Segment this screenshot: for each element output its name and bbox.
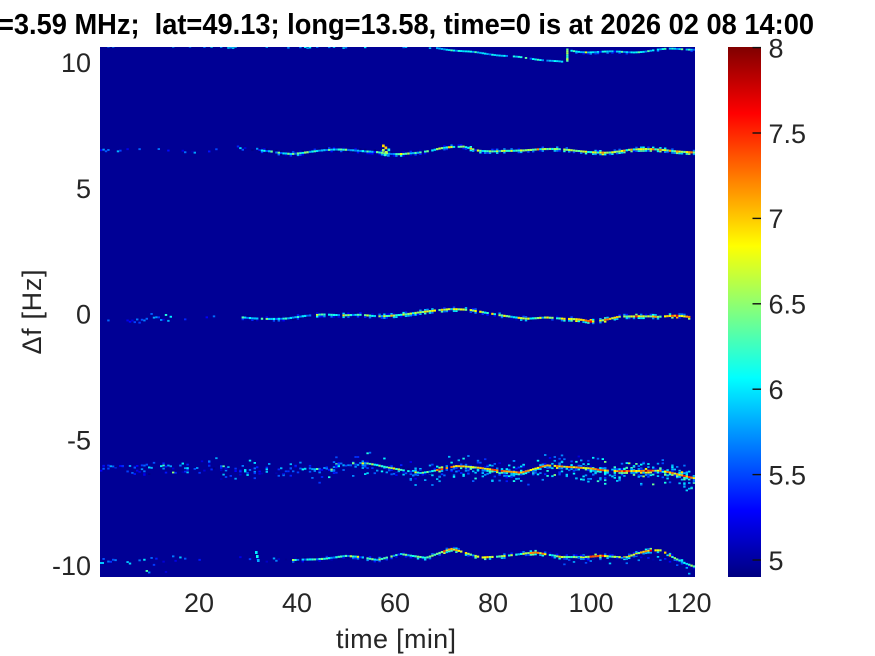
svg-text:6: 6 — [769, 375, 784, 405]
svg-text:60: 60 — [380, 588, 410, 618]
svg-text:time [min]: time [min] — [336, 624, 456, 654]
svg-text:-10: -10 — [52, 551, 91, 581]
svg-text:8: 8 — [769, 33, 784, 63]
svg-text:100: 100 — [568, 588, 613, 618]
svg-text:120: 120 — [666, 588, 711, 618]
svg-text:-5: -5 — [67, 425, 91, 455]
svg-text:5.5: 5.5 — [769, 460, 807, 490]
svg-text:20: 20 — [184, 588, 214, 618]
svg-text:Δf [Hz]: Δf [Hz] — [17, 270, 47, 355]
svg-text:=3.59 MHz; lat=49.13; long=13: =3.59 MHz; lat=49.13; long=13.58, time=0… — [0, 9, 814, 41]
svg-text:10: 10 — [61, 48, 91, 78]
svg-text:6.5: 6.5 — [769, 290, 807, 320]
svg-text:80: 80 — [478, 588, 508, 618]
svg-text:40: 40 — [282, 588, 312, 618]
svg-text:7: 7 — [769, 204, 784, 234]
svg-text:5: 5 — [76, 174, 91, 204]
svg-text:0: 0 — [76, 300, 91, 330]
svg-text:5: 5 — [769, 546, 784, 576]
svg-text:7.5: 7.5 — [769, 119, 807, 149]
